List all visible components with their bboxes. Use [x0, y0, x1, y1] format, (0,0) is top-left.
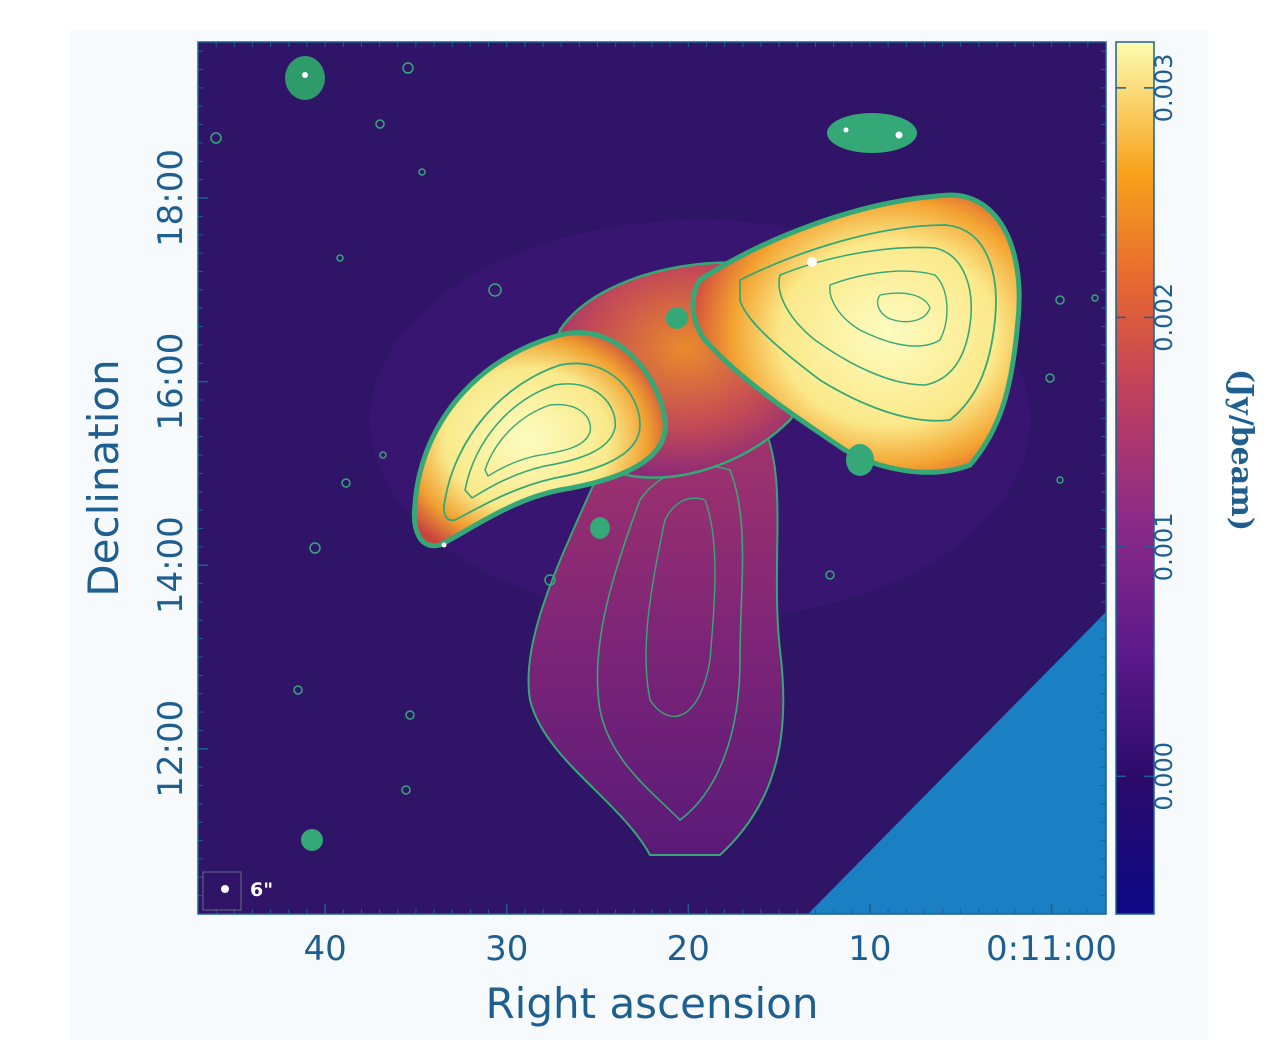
compact-source-right-lobe-core: [807, 257, 817, 267]
minor-ticks: [197, 42, 1107, 915]
left-lobe-contour-2: [464, 383, 616, 500]
tail-contour-inner: [596, 465, 744, 822]
masked-corner: [808, 612, 1106, 914]
colorbar-label: (Jy/beam): [1224, 369, 1259, 531]
y-tick-label-3: 18:00: [151, 149, 191, 247]
compact-source-top-right: [827, 113, 917, 153]
x-tick-label-0: 40: [303, 929, 346, 969]
y-tick-label-1: 14:00: [151, 516, 191, 614]
compact-source-left-low: [590, 517, 610, 539]
beam-ellipse: [221, 885, 229, 893]
compact-source-top-left-core: [302, 72, 308, 78]
right-lobe-contour-1: [739, 224, 997, 422]
right-lobe-contour-4: [877, 292, 931, 323]
y-axis-label: Declination: [79, 359, 128, 596]
x-tick-label-2: 20: [667, 929, 710, 969]
compact-source-bottom-left: [301, 829, 323, 851]
compact-source-top-right-core-2: [895, 131, 903, 139]
colorbar: [1115, 41, 1155, 915]
tail-contour-inner-2: [645, 497, 716, 717]
y-tick-label-2: 16:00: [151, 333, 191, 431]
left-lobe-contour-3: [484, 403, 592, 477]
compact-source-right-mid: [846, 444, 874, 476]
right-lobe-contour-2: [778, 246, 973, 386]
x-axis-label: Right ascension: [486, 979, 819, 1028]
right-lobe-contour-3: [829, 270, 948, 347]
left-lobe-contour-1: [442, 362, 641, 522]
map-image-layer: [198, 42, 1106, 914]
colorbar-tick-label-3: 0.003: [1150, 54, 1178, 123]
colorbar-tick-label-2: 0.002: [1150, 283, 1178, 352]
x-tick-label-4: 0:11:00: [986, 929, 1117, 969]
x-axis: 40 30 20 10 0:11:00: [303, 904, 1117, 969]
compact-source-top-right-core-1: [843, 127, 849, 133]
x-tick-label-1: 30: [485, 929, 528, 969]
colorbar-tick-label-1: 0.001: [1150, 512, 1178, 581]
beam-box: [202, 871, 242, 911]
colorbar-tick-label-0: 0.000: [1150, 742, 1178, 811]
compact-source-left-lobe-tip: [441, 542, 447, 548]
compact-source-near-neck: [666, 307, 688, 329]
noise-contours: [210, 62, 1099, 795]
y-axis: 12:00 14:00 16:00 18:00: [151, 149, 208, 798]
y-tick-label-0: 12:00: [151, 700, 191, 798]
x-tick-label-3: 10: [848, 929, 891, 969]
beam-label: 6": [250, 879, 273, 901]
colorbar-ticks: 0.000 0.001 0.002 0.003: [1116, 54, 1178, 811]
